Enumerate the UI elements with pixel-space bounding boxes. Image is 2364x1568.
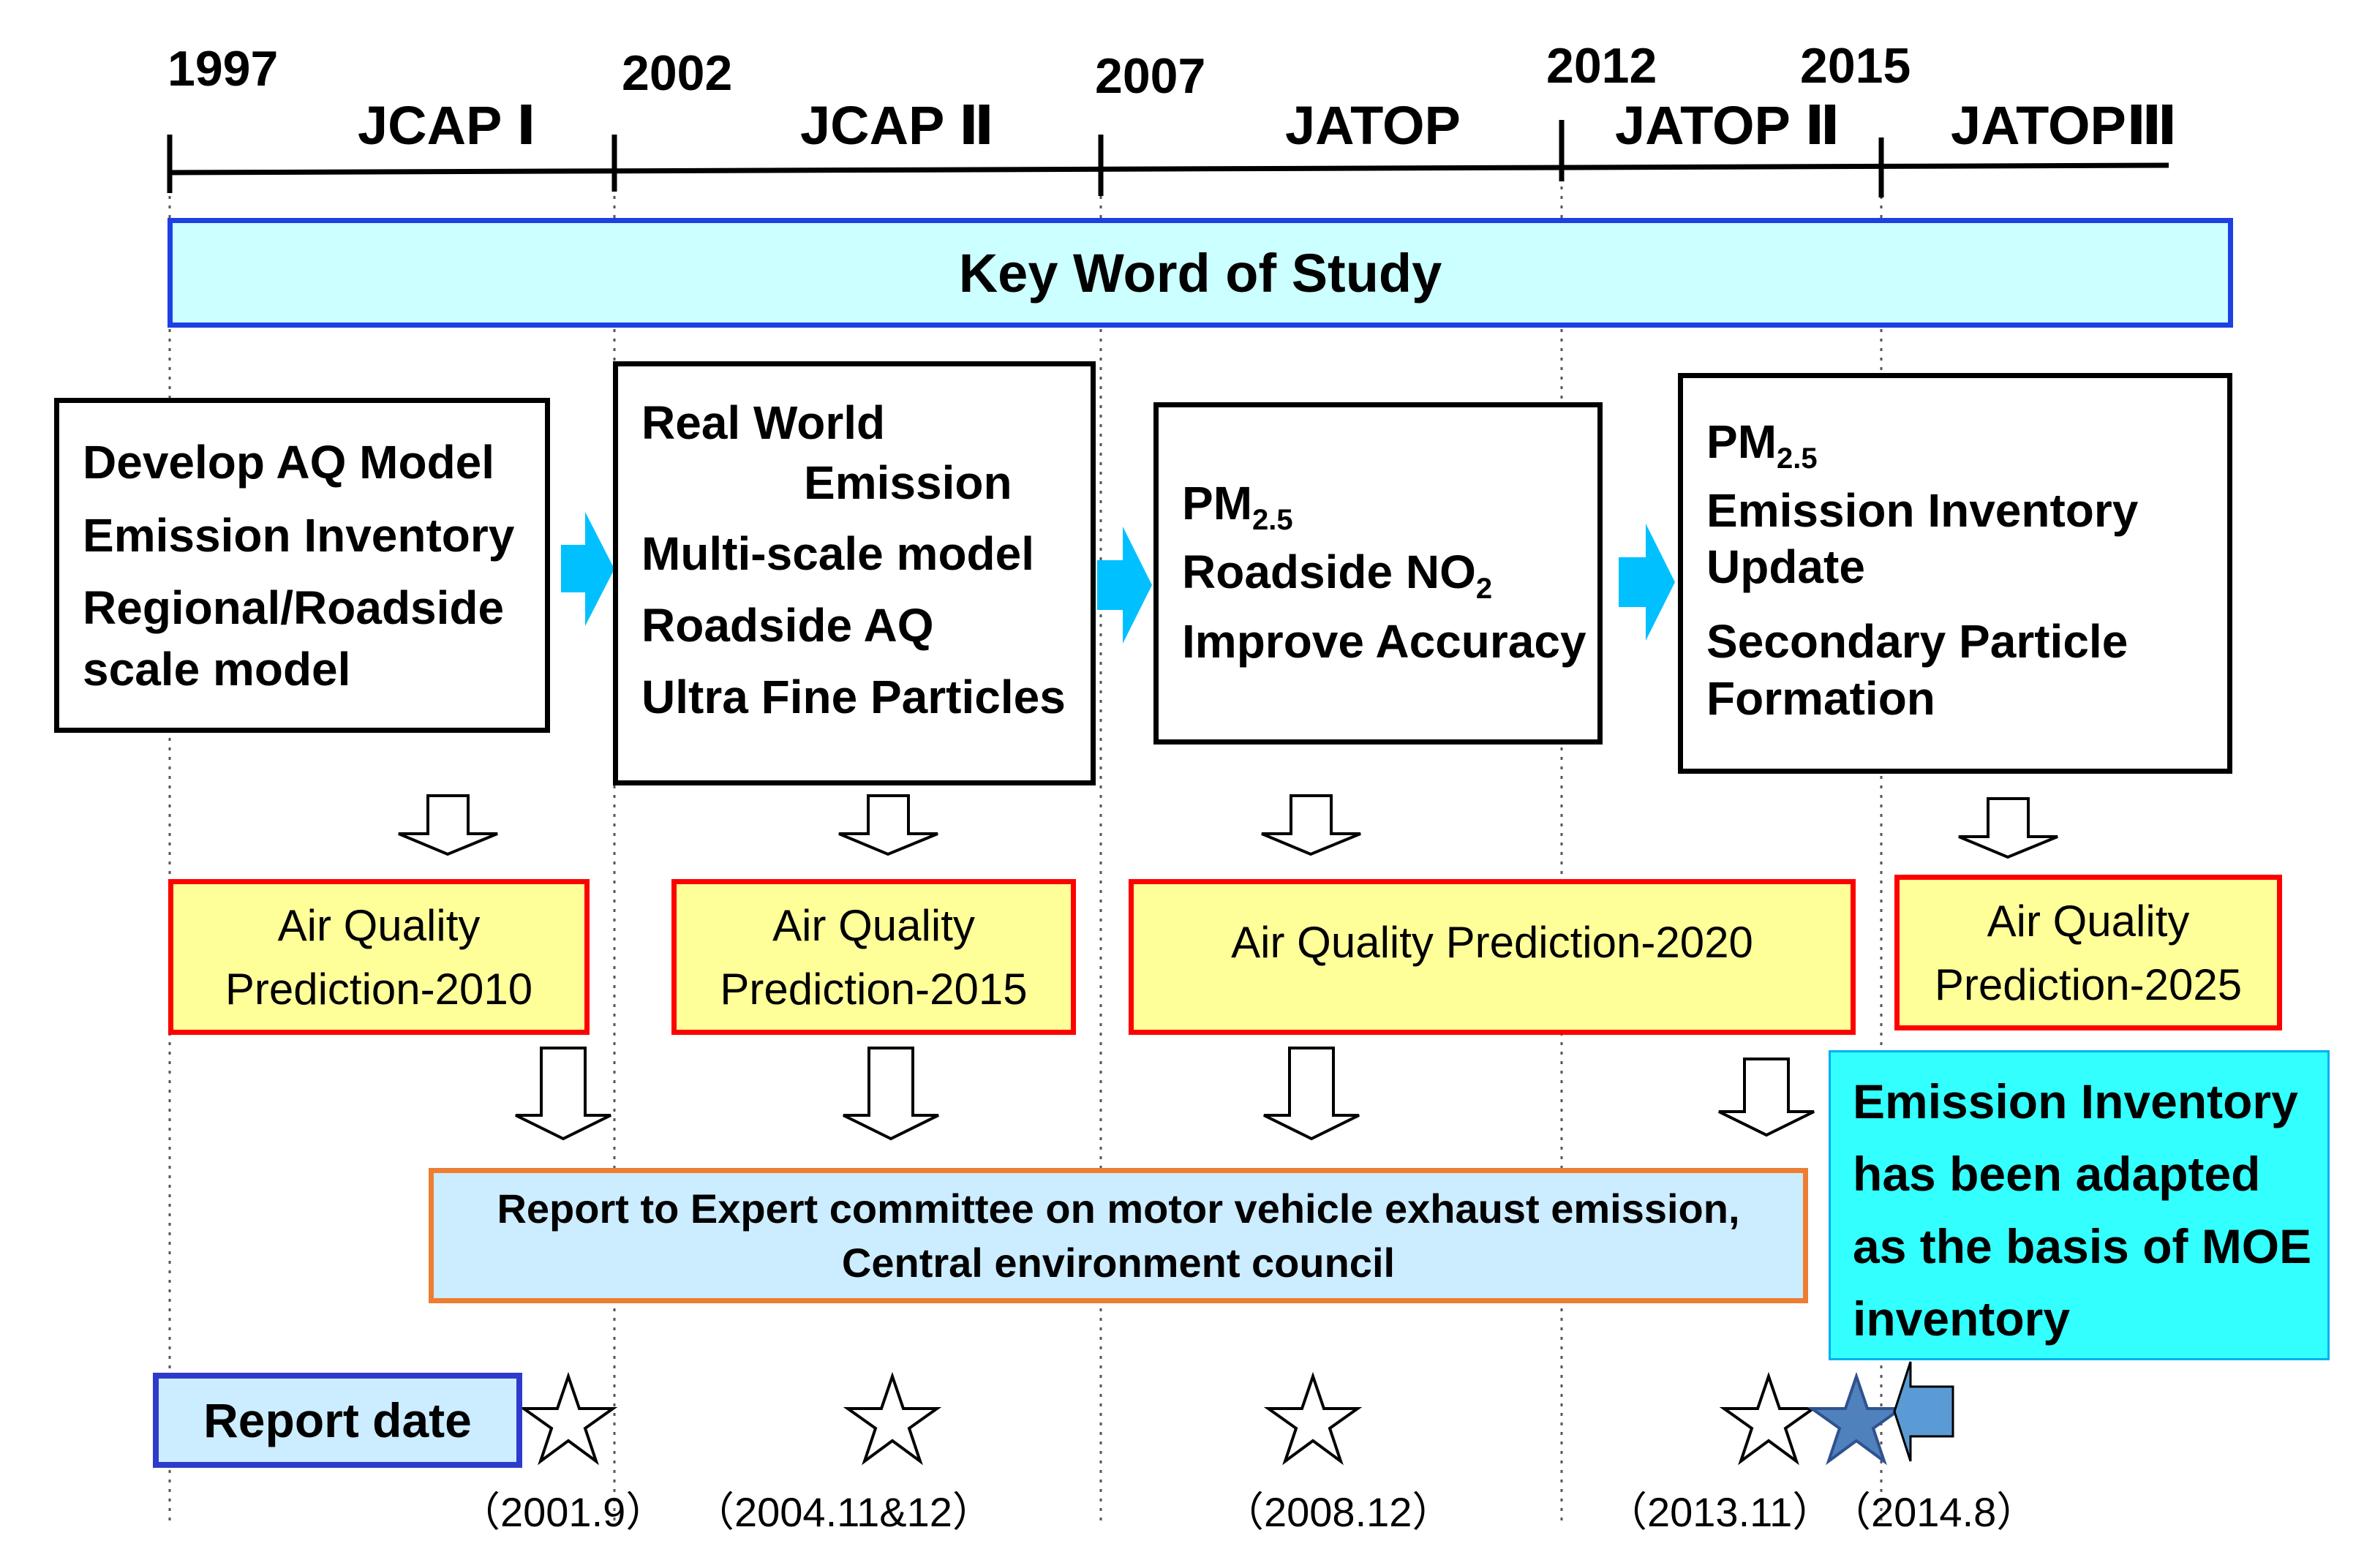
- prediction-line: Air Quality: [1987, 896, 2190, 946]
- prediction-line: Air Quality Prediction-2020: [1231, 918, 1753, 967]
- study-line: Emission Inventory: [1706, 483, 2139, 537]
- study-line: scale model: [83, 643, 351, 696]
- pm-label: PM: [1706, 415, 1777, 468]
- pm-subscript: 2.5: [1777, 442, 1818, 475]
- report-date-label: Report date: [153, 1373, 522, 1468]
- study-line: Regional/Roadside: [83, 581, 505, 635]
- arrow-down-icon: [838, 794, 938, 856]
- year-label-2012: 2012: [1546, 38, 1657, 94]
- arrow-down-icon: [1261, 794, 1361, 856]
- study-line: Emission Inventory: [83, 508, 515, 562]
- study-box-jatop: PM2.5 Roadside NO2 Improve Accuracy: [1153, 402, 1603, 745]
- prediction-line: Prediction-2010: [225, 964, 533, 1014]
- arrow-right-icon: [1619, 524, 1675, 641]
- study-box-jcap1: Develop AQ Model Emission Inventory Regi…: [54, 398, 550, 733]
- study-box-jatop2: PM2.5 Emission Inventory Update Secondar…: [1678, 373, 2232, 774]
- report-date-2001: （2001.9）: [459, 1489, 667, 1535]
- report-box: Report to Expert committee on motor vehi…: [429, 1168, 1808, 1303]
- arrow-down-icon: [1263, 1047, 1360, 1141]
- study-line: Ultra Fine Particles: [641, 670, 1066, 723]
- year-label-1997: 1997: [167, 41, 279, 97]
- prediction-line: Prediction-2025: [1934, 960, 2243, 1009]
- keyword-banner: Key Word of Study: [167, 218, 2233, 328]
- arrow-down-icon: [1718, 1058, 1815, 1137]
- note-line: inventory: [1853, 1292, 2071, 1346]
- no2-label: Roadside NO: [1182, 545, 1476, 598]
- progress-arrows: [561, 512, 1675, 644]
- arrow-right-icon: [1097, 527, 1152, 644]
- program-label-jcap2: JCAP Ⅱ: [800, 95, 995, 156]
- study-line: Update: [1706, 540, 1865, 594]
- no2-subscript: 2: [1475, 572, 1493, 605]
- program-label-jatop3: JATOPⅢ: [1951, 95, 2177, 156]
- note-line: has been adapted: [1853, 1147, 2261, 1201]
- study-line: Multi-scale model: [641, 527, 1034, 581]
- star-icon: [843, 1371, 942, 1466]
- arrow-down-icon: [1958, 797, 2058, 859]
- prediction-line: Air Quality: [772, 900, 975, 950]
- report-date-2014: （2014.8）: [1830, 1489, 2038, 1535]
- timeline-axis: [167, 120, 2169, 197]
- report-date-2013: （2013.11）: [1606, 1489, 1834, 1535]
- study-line: Secondary Particle: [1706, 615, 2128, 668]
- study-line: Roadside AQ: [641, 599, 934, 652]
- star-icon: [1263, 1371, 1363, 1466]
- study-line: Formation: [1706, 671, 1935, 725]
- pm-label: PM: [1182, 477, 1252, 529]
- arrow-right-icon: [561, 512, 614, 626]
- arrow-down-icon: [515, 1047, 611, 1141]
- star-icon: [519, 1371, 618, 1466]
- pm-subscript: 2.5: [1252, 504, 1293, 536]
- report-date-2008: （2008.12）: [1223, 1489, 1453, 1535]
- arrow-down-icon: [398, 794, 498, 856]
- prediction-box-2025: Air Quality Prediction-2025: [1894, 875, 2282, 1030]
- year-label-2015: 2015: [1800, 38, 1911, 94]
- prediction-box-2015: Air Quality Prediction-2015: [671, 879, 1076, 1035]
- prediction-line: Air Quality: [277, 900, 481, 950]
- study-box-jcap2: Real World Emission Multi-scale model Ro…: [613, 361, 1096, 785]
- arrow-left-icon: [1893, 1361, 1954, 1462]
- study-line-pm25: PM2.5: [1706, 415, 2227, 475]
- study-line-pm25: PM2.5: [1182, 477, 1597, 536]
- prediction-line: Prediction-2015: [720, 964, 1028, 1014]
- arrow-down-icon: [843, 1047, 939, 1141]
- note-line: as the basis of MOE: [1853, 1219, 2312, 1273]
- prediction-box-2010: Air Quality Prediction-2010: [168, 879, 590, 1035]
- report-line: Report to Expert committee on motor vehi…: [497, 1185, 1740, 1232]
- report-date-2004: （2004.11&12）: [693, 1489, 993, 1535]
- report-line: Central environment council: [841, 1239, 1396, 1286]
- report-stars: [519, 1371, 1818, 1466]
- study-line: Emission: [804, 456, 1012, 509]
- program-label-jatop: JATOP: [1285, 95, 1461, 156]
- down-arrows-large: [515, 1047, 1815, 1141]
- study-line-no2: Roadside NO2: [1182, 545, 1597, 605]
- note-line: Emission Inventory: [1853, 1074, 2298, 1128]
- year-label-2002: 2002: [622, 45, 733, 101]
- emission-inventory-note: Emission Inventory has been adapted as t…: [1829, 1050, 2330, 1360]
- study-line: Improve Accuracy: [1182, 615, 1586, 668]
- prediction-box-2020: Air Quality Prediction-2020: [1129, 879, 1856, 1035]
- program-label-jcap1: JCAP Ⅰ: [358, 95, 537, 156]
- program-label-jatop2: JATOP Ⅱ: [1615, 95, 1840, 156]
- star-icon: [1719, 1371, 1818, 1466]
- filled-star-icon: [1807, 1371, 1906, 1466]
- down-arrows-small: [398, 794, 2058, 859]
- study-line: Develop AQ Model: [83, 436, 495, 489]
- study-line: Real World: [641, 396, 886, 449]
- year-label-2007: 2007: [1095, 48, 1206, 104]
